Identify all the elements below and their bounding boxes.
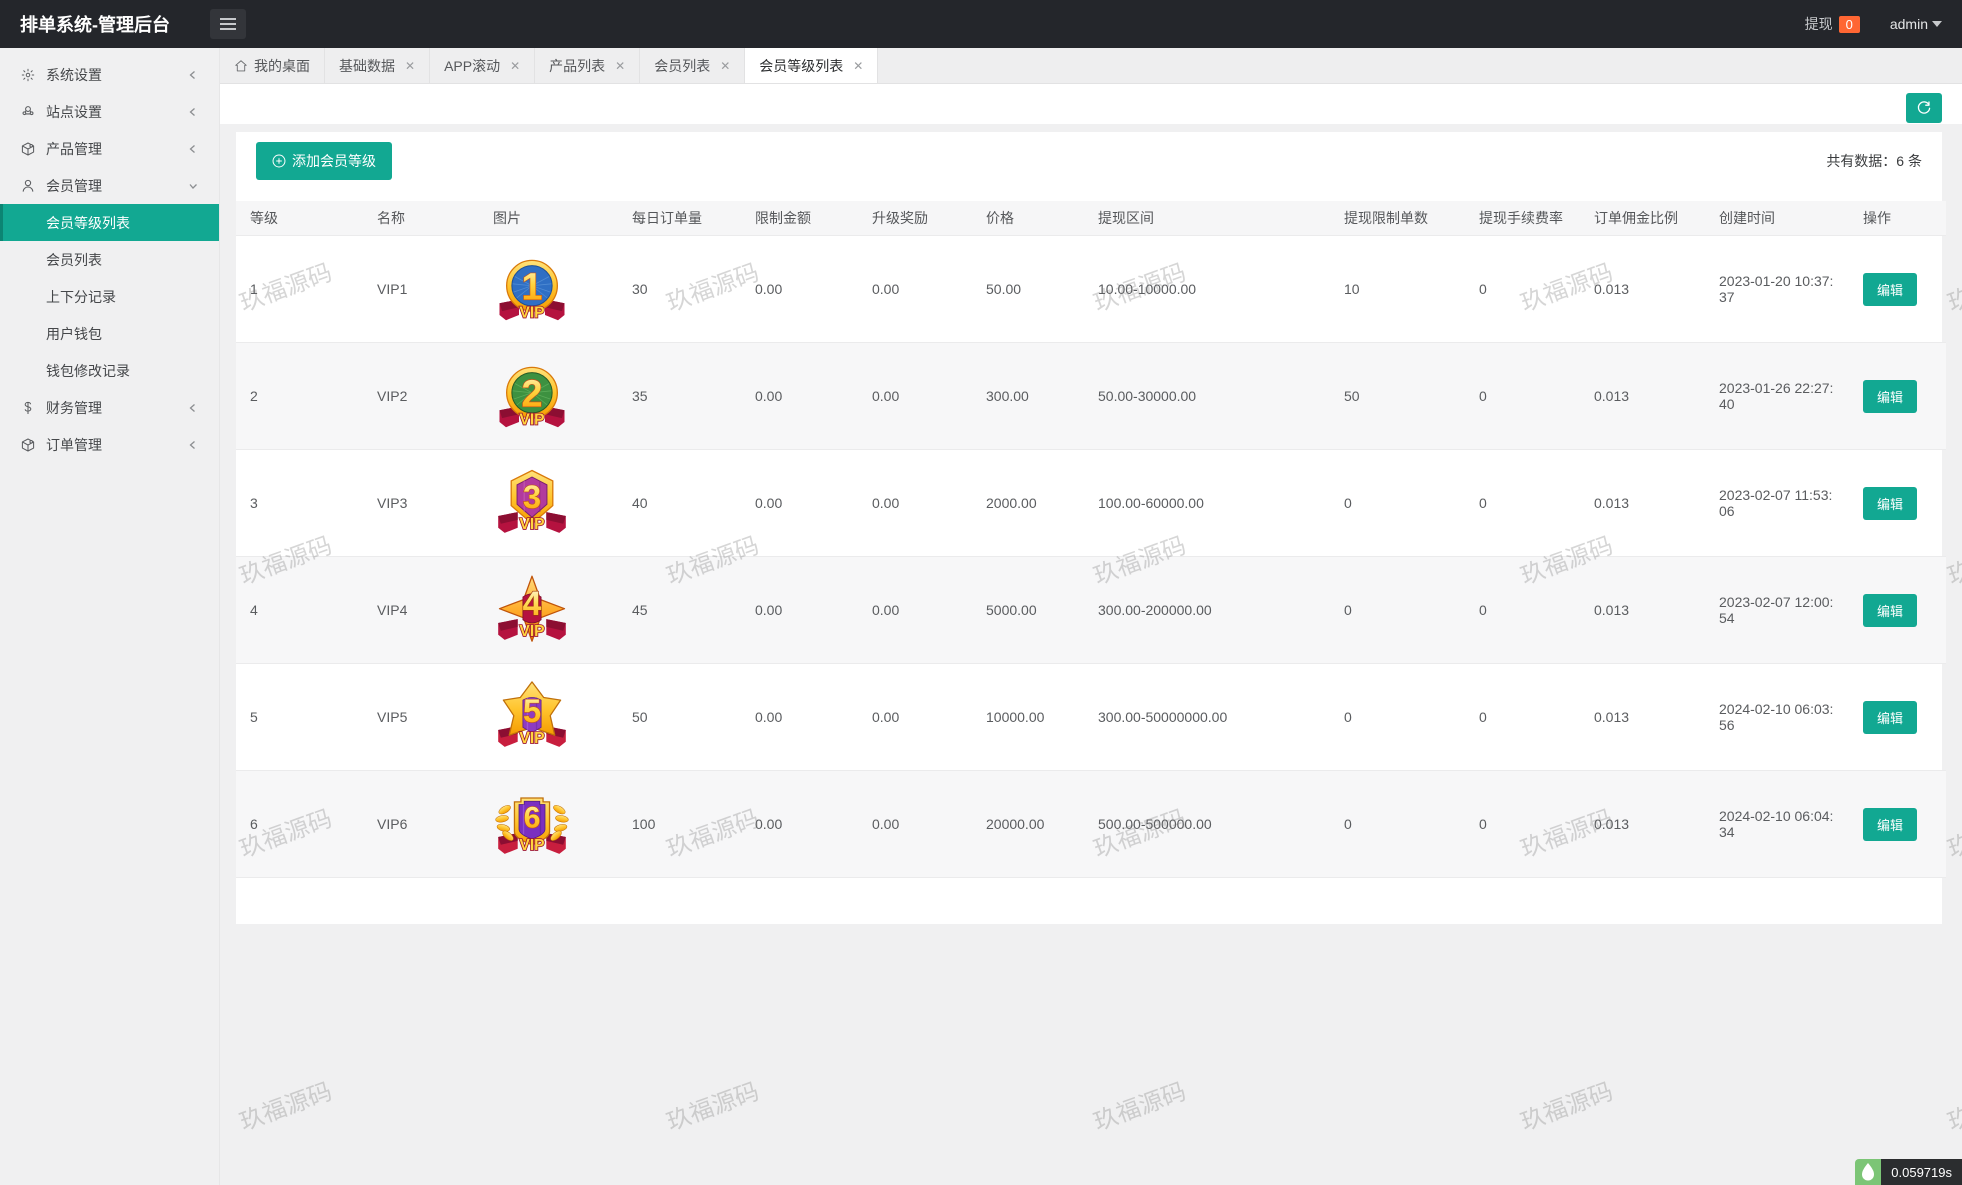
svg-text:VIP: VIP xyxy=(519,730,544,747)
svg-text:VIP: VIP xyxy=(519,412,544,429)
svg-text:6: 6 xyxy=(524,801,541,834)
svg-text:2: 2 xyxy=(522,372,543,414)
svg-text:VIP: VIP xyxy=(519,837,544,854)
svg-text:3: 3 xyxy=(523,479,541,515)
svg-text:1: 1 xyxy=(522,265,543,307)
svg-text:5: 5 xyxy=(523,693,541,729)
svg-text:4: 4 xyxy=(523,585,542,623)
svg-text:VIP: VIP xyxy=(519,305,544,322)
svg-text:VIP: VIP xyxy=(519,516,544,533)
svg-text:VIP: VIP xyxy=(519,623,544,640)
